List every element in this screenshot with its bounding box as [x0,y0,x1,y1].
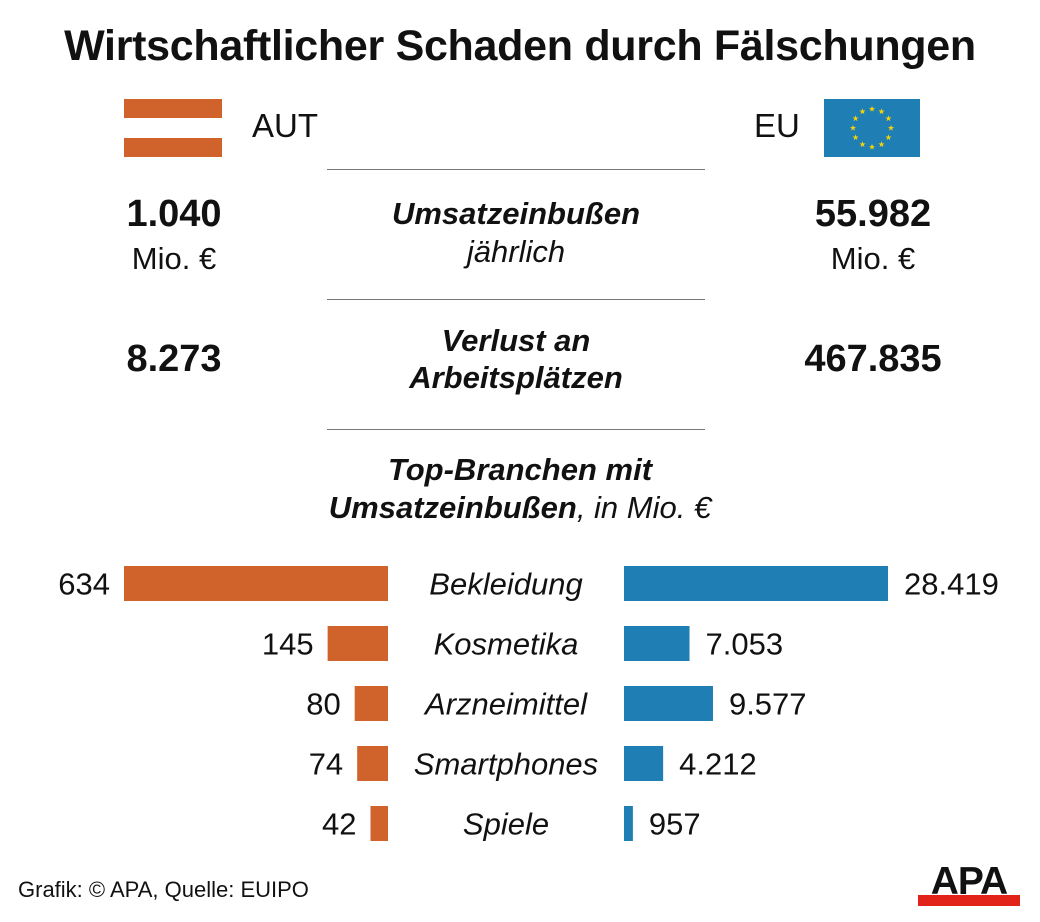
eu-bar [624,566,888,601]
branches-heading: Top-Branchen mit [0,452,1040,488]
eu-label: EU [754,107,800,144]
eu-star-icon [868,143,876,150]
jobs-label-line1: Verlust an [441,323,591,358]
aut-value-label: 42 [322,807,356,842]
eu-star-icon [887,124,895,131]
eu-star-icon [868,105,876,112]
category-label: Kosmetika [434,627,579,662]
eu-star-icon [859,108,866,115]
aut-label: AUT [252,107,318,144]
eu-star-icon [859,141,866,148]
eu-value-label: 957 [649,807,701,842]
category-label: Smartphones [414,747,598,782]
eu-bar [624,806,633,841]
branches-heading-line2-rest: , in Mio. € [576,490,712,525]
jobs-label-line2: Arbeitsplätzen [409,360,623,395]
branches-heading-line2-bold: Umsatzeinbußen [328,490,577,525]
branches-bar-chart: 634 28.419 Bekleidung 145 7.053 Kosmetika 80 9.… [58,566,999,842]
aut-bar [124,566,388,601]
aut-jobs-value: 8.273 [126,338,222,380]
austria-flag-icon [124,99,222,157]
eu-revenue-unit: Mio. € [830,241,916,276]
eu-flag-icon [824,99,920,157]
eu-value-label: 9.577 [729,687,807,722]
eu-value-label: 4.212 [679,747,757,782]
aut-value-label: 634 [58,567,110,602]
aut-bar [357,746,388,781]
revenue-label: Umsatzeinbußen [391,196,641,231]
aut-revenue-unit: Mio. € [131,241,217,276]
category-label: Bekleidung [429,567,582,602]
source-credit: Grafik: © APA, Quelle: EUIPO [18,877,309,902]
aut-value-label: 80 [306,687,340,722]
divider [327,169,705,170]
eu-star-icon [849,124,857,131]
branches-heading-line1: Top-Branchen mit [387,452,653,487]
apa-logo: APA [918,860,1020,906]
aut-revenue-value: 1.040 [126,193,222,235]
eu-jobs-value: 467.835 [804,338,942,380]
eu-star-icon [885,134,892,141]
eu-revenue-value: 55.982 [814,193,932,235]
eu-star-icon [878,108,885,115]
divider [327,429,705,430]
eu-star-icon [852,134,859,141]
eu-star-icon [878,141,885,148]
chart-title: Wirtschaftlicher Schaden durch Fälschung… [64,22,976,70]
eu-value-label: 28.419 [904,567,999,602]
aut-bar [354,686,388,721]
category-label: Arzneimittel [423,687,588,722]
eu-bar [624,626,690,661]
aut-bar [370,806,388,841]
aut-value-label: 74 [309,747,343,782]
eu-value-label: 7.053 [706,627,784,662]
eu-bar [624,686,713,721]
aut-value-label: 145 [262,627,314,662]
revenue-sublabel: jährlich [466,234,566,269]
eu-star-icon [885,115,892,122]
eu-bar [624,746,664,781]
eu-star-icon [852,115,859,122]
category-label: Spiele [463,807,549,842]
aut-bar [327,626,388,661]
divider [327,299,705,300]
branches-heading-unit: Umsatzeinbußen, in Mio. € [0,490,1040,526]
